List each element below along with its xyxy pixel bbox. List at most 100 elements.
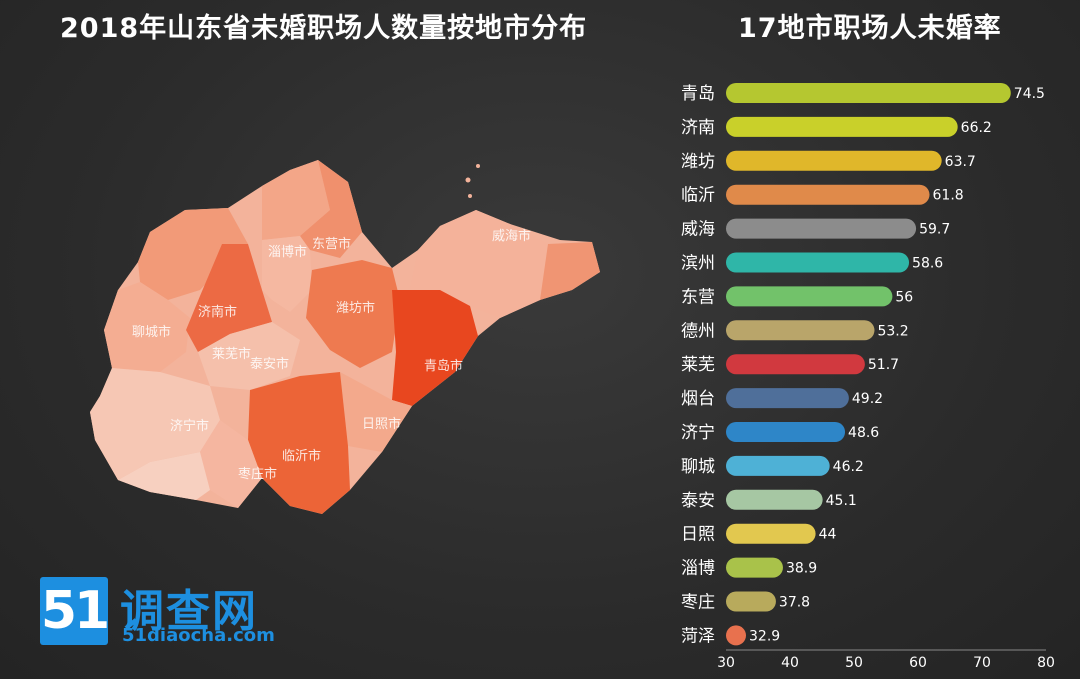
bar [726, 557, 783, 578]
value-label: 44 [819, 527, 837, 543]
category-label: 济南 [681, 118, 715, 138]
51diaocha-logo: 51 调查网 51diaocha.com [40, 577, 310, 649]
island [468, 194, 472, 198]
bar [726, 523, 816, 544]
region-qingdao [392, 290, 478, 406]
category-label: 济宁 [681, 423, 715, 443]
map-city-label: 临沂市 [282, 448, 321, 464]
island [476, 164, 480, 168]
region-weifang [306, 260, 400, 368]
region-jining [90, 368, 220, 480]
category-label: 德州 [681, 321, 715, 341]
value-label: 63.7 [945, 154, 976, 170]
map-city-label: 威海市 [492, 228, 531, 244]
value-label: 37.8 [779, 595, 810, 611]
value-label: 48.6 [848, 425, 879, 441]
value-label: 49.2 [852, 391, 883, 407]
region-dongying [300, 160, 362, 258]
bar [726, 320, 875, 341]
map-city-label: 日照市 [362, 416, 401, 432]
value-label: 51.7 [868, 357, 899, 373]
bar [726, 83, 1011, 103]
x-tick-label: 30 [717, 655, 735, 671]
bar [726, 354, 865, 375]
map-city-label: 淄博市 [268, 244, 307, 260]
region-dezhou [138, 208, 248, 300]
category-label: 东营 [681, 287, 715, 307]
category-label: 日照 [681, 525, 715, 545]
bar [726, 489, 823, 510]
category-label: 聊城 [681, 457, 715, 477]
region-zaozhuang [200, 420, 262, 508]
bar [726, 591, 776, 612]
logo-url: 51diaocha.com [122, 625, 275, 646]
map-title: 2018年山东省未婚职场人数量按地市分布 [60, 13, 588, 44]
category-label: 枣庄 [681, 593, 715, 613]
region-rizhao [340, 372, 412, 452]
bar [726, 252, 910, 273]
value-label: 74.5 [1014, 86, 1045, 102]
category-label: 烟台 [681, 389, 715, 409]
island [465, 177, 471, 183]
map-city-label: 泰安市 [250, 356, 289, 372]
value-label: 45.1 [826, 493, 857, 509]
map-city-label: 潍坊市 [336, 300, 375, 316]
map-city-label: 聊城市 [132, 324, 171, 340]
category-label: 泰安 [681, 491, 715, 511]
category-label: 莱芜 [681, 355, 715, 375]
value-label: 66.2 [961, 120, 992, 136]
value-label: 38.9 [786, 561, 817, 577]
map-city-label: 青岛市 [424, 358, 463, 374]
bar-chart-title: 17地市职场人未婚率 [738, 13, 1002, 44]
region-taian [198, 322, 300, 390]
category-label: 淄博 [681, 559, 715, 579]
bar [726, 184, 930, 205]
bar [726, 422, 846, 442]
map-city-label: 济宁市 [170, 418, 209, 434]
region-yantai [410, 210, 548, 318]
logo-number: 51 [40, 577, 110, 645]
x-tick-label: 70 [973, 655, 991, 671]
category-label: 青岛 [681, 84, 715, 104]
x-tick-label: 60 [909, 655, 927, 671]
value-label: 58.6 [912, 256, 943, 272]
category-label: 菏泽 [681, 626, 715, 646]
map-regions [90, 160, 600, 514]
value-label: 53.2 [877, 323, 908, 339]
value-label: 56 [895, 289, 913, 305]
bar [726, 116, 958, 137]
category-label: 滨州 [681, 254, 715, 274]
region-binzhou [262, 160, 330, 240]
value-label: 46.2 [833, 459, 864, 475]
logo-name: 调查网 [120, 586, 258, 637]
value-label: 59.7 [919, 222, 950, 238]
category-label: 威海 [681, 220, 715, 240]
value-label: 32.9 [749, 628, 780, 644]
bar [726, 625, 746, 646]
x-axis: 30 40 50 60 70 80 [717, 649, 1055, 671]
region-liaocheng [104, 282, 190, 372]
region-linyi [248, 372, 350, 514]
x-tick-label: 80 [1037, 655, 1055, 671]
x-tick-label: 40 [781, 655, 799, 671]
category-label: 潍坊 [681, 152, 715, 172]
bar [726, 218, 917, 239]
category-label: 临沂 [681, 186, 715, 206]
region-heze [118, 452, 210, 500]
value-label: 61.8 [933, 188, 964, 204]
region-weihai [540, 242, 600, 300]
map-city-label: 枣庄市 [238, 466, 277, 482]
region-jinan [186, 244, 272, 352]
bar [726, 150, 942, 171]
map-city-label: 济南市 [198, 304, 237, 320]
region-zibo [262, 236, 312, 312]
bar [726, 286, 893, 307]
map-city-label: 东营市 [312, 236, 351, 252]
bar [726, 455, 830, 476]
bar [726, 388, 849, 409]
x-tick-label: 50 [845, 655, 863, 671]
bar-rows: 青岛 74.5 济南 66.2 潍坊 63.7 临沂 61.8 威海 59.7 滨州 58.6 东营 56… [681, 83, 1045, 646]
